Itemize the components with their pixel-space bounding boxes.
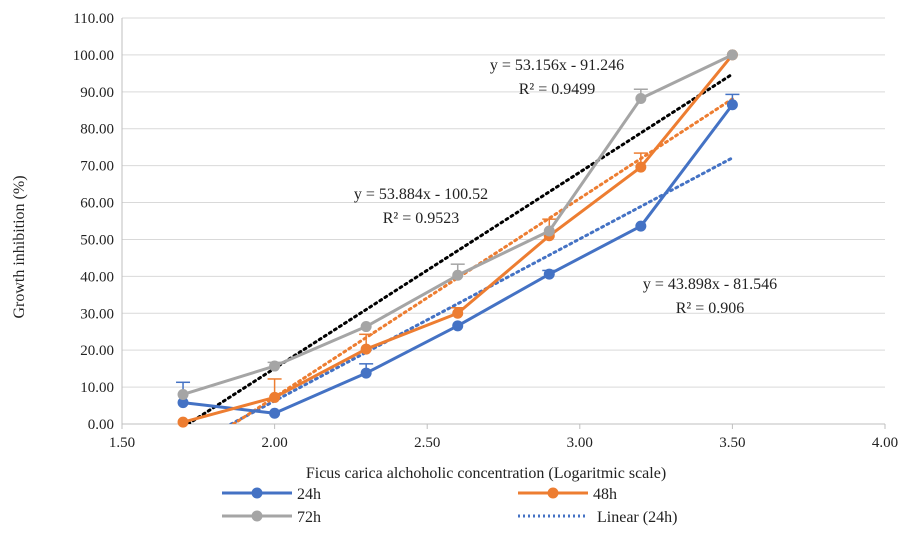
data-point-72h — [543, 225, 555, 237]
y-tick-label: 0.00 — [88, 417, 114, 433]
series-line-48h — [182, 53, 734, 424]
data-point-24h — [726, 99, 738, 111]
x-tick-label: 2.50 — [414, 435, 440, 451]
data-point-72h — [726, 49, 738, 61]
data-point-24h — [360, 367, 372, 379]
y-axis-title: Growth inhibition (%) — [11, 175, 28, 318]
data-point-48h — [269, 391, 281, 403]
tick-labels: 0.00 10.00 20.00 30.00 40.00 50.00 60.00 70.00 8… — [73, 11, 898, 451]
x-tick-label: 1.50 — [109, 435, 135, 451]
data-point-48h — [452, 307, 464, 319]
data-point-72h — [452, 269, 464, 281]
data-point-24h — [177, 397, 189, 409]
y-tick-label: 30.00 — [80, 306, 114, 322]
equation-24h: y = 43.898x - 81.546 — [643, 276, 777, 293]
legend-item-72h: 72h — [222, 509, 321, 526]
data-series — [176, 49, 740, 428]
y-tick-label: 40.00 — [80, 269, 114, 285]
legend-label-48h: 48h — [593, 486, 617, 503]
data-point-24h — [543, 268, 555, 280]
data-point-72h — [269, 360, 281, 372]
data-point-72h — [360, 321, 372, 333]
legend: 24h 48h 72h Linear (24h) — [222, 486, 677, 526]
gridlines — [122, 17, 885, 388]
data-point-72h — [177, 388, 189, 400]
y-tick-label: 110.00 — [73, 11, 114, 27]
x-tick-label: 3.50 — [719, 435, 745, 451]
trendline-72h — [185, 72, 734, 424]
r-squared-48h: R² = 0.9523 — [383, 210, 460, 227]
legend-label-72h: 72h — [297, 509, 321, 526]
y-tick-label: 20.00 — [80, 343, 114, 359]
equation-72h: y = 53.156x - 91.246 — [490, 57, 624, 74]
data-point-72h — [635, 92, 647, 104]
r-squared-24h: R² = 0.906 — [676, 300, 745, 317]
legend-label-linear-24h: Linear (24h) — [597, 509, 677, 526]
data-point-24h — [635, 220, 647, 232]
axes — [121, 18, 886, 429]
legend-item-24h: 24h — [222, 486, 321, 503]
data-point-48h — [177, 416, 189, 428]
y-tick-label: 10.00 — [80, 380, 114, 396]
r-squared-72h: R² = 0.9499 — [519, 81, 596, 98]
x-tick-label: 4.00 — [872, 435, 898, 451]
legend-item-48h: 48h — [518, 486, 617, 503]
data-point-24h — [269, 407, 281, 419]
y-tick-label: 70.00 — [80, 159, 114, 175]
y-tick-label: 50.00 — [80, 232, 114, 248]
x-tick-label: 3.00 — [567, 435, 593, 451]
legend-item-linear-24h: Linear (24h) — [518, 509, 677, 526]
x-axis-title: Ficus carica alchoholic concentration (L… — [306, 465, 666, 482]
legend-label-24h: 24h — [297, 486, 321, 503]
y-tick-label: 60.00 — [80, 196, 114, 212]
y-tick-label: 80.00 — [80, 122, 114, 138]
y-tick-label: 100.00 — [73, 48, 114, 64]
y-tick-label: 90.00 — [80, 85, 114, 101]
data-point-24h — [452, 320, 464, 332]
equation-48h: y = 53.884x - 100.52 — [354, 186, 488, 203]
data-point-48h — [635, 161, 647, 173]
x-tick-label: 2.00 — [261, 435, 287, 451]
data-point-48h — [360, 343, 372, 355]
